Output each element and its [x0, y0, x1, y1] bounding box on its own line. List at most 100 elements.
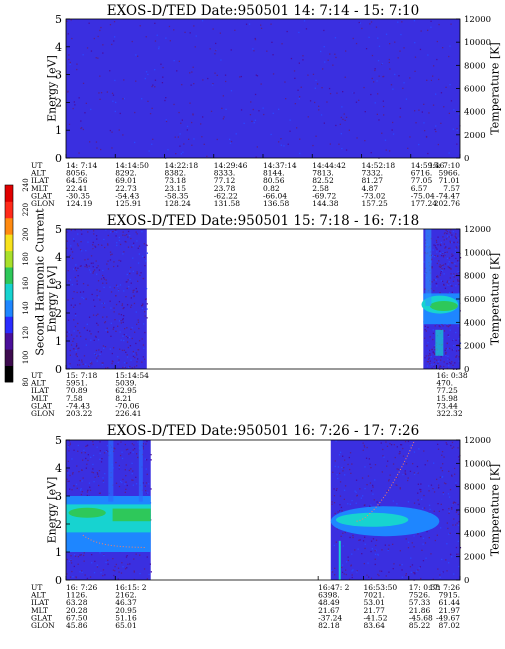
colorbar-swatch: [5, 185, 13, 202]
noise-speck: [455, 233, 457, 235]
noise-speck: [97, 57, 99, 59]
noise-speck: [289, 119, 291, 121]
noise-speck: [134, 448, 136, 450]
noise-speck: [107, 331, 109, 333]
noise-speck: [455, 257, 457, 260]
noise-speck: [363, 563, 365, 565]
noise-speck: [123, 339, 125, 342]
noise-speck: [440, 254, 443, 257]
noise-speck: [309, 100, 312, 102]
noise-speck: [143, 243, 145, 245]
noise-speck: [142, 255, 144, 257]
noise-speck: [110, 335, 112, 337]
noise-speck: [362, 540, 365, 542]
noise-speck: [439, 250, 441, 252]
noise-speck: [102, 480, 104, 482]
noise-speck: [416, 471, 418, 474]
noise-speck: [388, 544, 390, 546]
noise-speck: [449, 329, 451, 331]
noise-speck: [332, 471, 334, 473]
orbit-value: 470.: [436, 379, 453, 388]
noise-speck: [74, 276, 76, 279]
noise-speck: [146, 578, 148, 580]
noise-speck: [113, 307, 115, 309]
noise-speck: [74, 325, 77, 328]
noise-speck: [115, 330, 117, 332]
noise-speck: [127, 448, 129, 450]
noise-speck: [98, 296, 100, 298]
noise-speck: [358, 99, 360, 101]
noise-speck: [136, 365, 138, 367]
noise-speck: [455, 484, 457, 486]
noise-speck: [416, 570, 418, 572]
noise-speck: [335, 489, 338, 491]
noise-speck: [66, 240, 68, 242]
noise-speck: [399, 107, 402, 109]
noise-speck: [440, 365, 442, 368]
noise-speck: [405, 538, 407, 540]
noise-speck: [336, 474, 338, 476]
noise-speck: [455, 237, 457, 239]
noise-speck: [458, 261, 460, 263]
noise-speck: [83, 449, 85, 451]
noise-speck: [378, 75, 380, 77]
noise-speck: [73, 554, 76, 556]
intensity-streak: [425, 229, 432, 306]
noise-speck: [389, 43, 391, 45]
noise-speck: [345, 569, 347, 571]
noise-speck: [458, 338, 460, 340]
noise-speck: [411, 542, 413, 544]
noise-speck: [344, 474, 346, 476]
noise-speck: [254, 119, 256, 121]
noise-speck: [221, 107, 223, 109]
data-segment: [66, 229, 148, 370]
noise-speck: [71, 489, 73, 491]
noise-speck: [74, 268, 76, 270]
noise-speck: [452, 364, 454, 366]
noise-speck: [104, 246, 106, 249]
noise-speck: [390, 84, 393, 86]
noise-speck: [131, 443, 133, 445]
orbit-value: 7526.: [409, 591, 430, 600]
noise-speck: [356, 570, 358, 572]
noise-speck: [439, 326, 441, 328]
noise-speck: [88, 365, 90, 367]
noise-speck: [340, 133, 342, 135]
noise-speck: [404, 470, 406, 472]
noise-speck: [457, 271, 459, 273]
noise-speck: [99, 441, 101, 443]
noise-speck: [115, 563, 117, 566]
noise-speck: [70, 334, 73, 336]
noise-speck: [446, 342, 448, 345]
y-right-axis-label: Temperature [K]: [489, 464, 502, 556]
noise-speck: [448, 533, 450, 535]
noise-speck: [436, 534, 438, 536]
noise-speck: [189, 32, 191, 34]
noise-speck: [445, 353, 447, 355]
noise-speck: [104, 321, 107, 323]
noise-speck: [441, 558, 443, 561]
noise-speck: [90, 50, 93, 52]
noise-speck: [95, 260, 97, 262]
noise-speck: [418, 503, 420, 505]
noise-speck: [457, 280, 459, 282]
noise-speck: [95, 349, 98, 352]
colorbar-swatch: [5, 299, 13, 317]
orbit-value: 14:59:46: [411, 161, 445, 170]
orbit-value: 65.01: [115, 621, 136, 630]
noise-speck: [95, 57, 97, 59]
noise-speck: [374, 464, 377, 466]
noise-speck: [173, 103, 175, 106]
noise-speck: [401, 564, 403, 566]
noise-speck: [136, 240, 138, 242]
noise-speck: [112, 231, 114, 233]
noise-speck: [436, 58, 438, 61]
noise-speck: [413, 451, 416, 453]
noise-speck: [144, 458, 146, 460]
colorbar-swatch: [5, 283, 13, 301]
noise-speck: [443, 365, 445, 368]
noise-speck: [87, 241, 89, 243]
noise-speck: [435, 130, 437, 133]
noise-speck: [421, 498, 423, 500]
noise-speck: [448, 496, 451, 498]
